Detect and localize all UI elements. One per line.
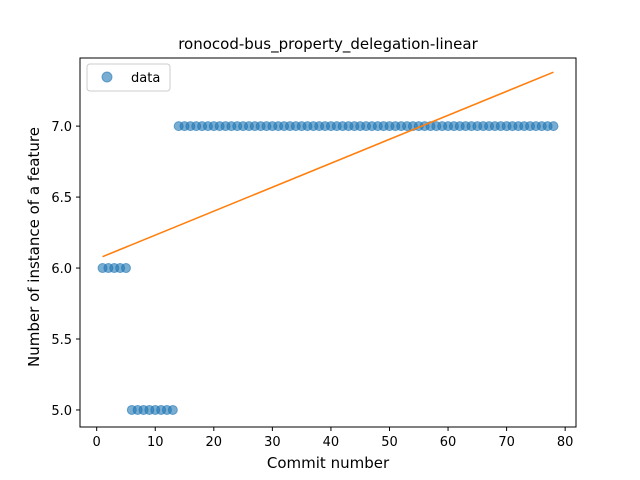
x-tick-label: 10 bbox=[147, 435, 164, 450]
axes-frame bbox=[79, 57, 577, 428]
x-tick-label: 70 bbox=[498, 435, 515, 450]
x-tick-label: 60 bbox=[440, 435, 457, 450]
y-tick-label: 6.0 bbox=[51, 262, 72, 277]
y-tick-label: 7.0 bbox=[51, 120, 72, 135]
plot-marks bbox=[97, 71, 559, 415]
x-tick-label: 0 bbox=[93, 435, 101, 450]
x-tick-label: 50 bbox=[381, 435, 398, 450]
x-tick-label: 20 bbox=[206, 435, 223, 450]
y-tick-label: 6.5 bbox=[51, 191, 72, 206]
legend-marker-data bbox=[101, 71, 113, 83]
y-tick-label: 5.5 bbox=[51, 333, 72, 348]
y-tick-label: 5.0 bbox=[51, 404, 72, 419]
fit-line bbox=[102, 71, 554, 258]
data-point bbox=[548, 121, 559, 132]
legend-label-data: data bbox=[131, 71, 160, 86]
x-tick-label: 40 bbox=[323, 435, 340, 450]
x-axis-ticks: 0 10 20 30 40 50 60 70 80 bbox=[93, 427, 574, 450]
x-tick-label: 80 bbox=[557, 435, 574, 450]
x-axis-label: Commit number bbox=[267, 454, 390, 472]
y-axis-label: Number of instance of a feature bbox=[25, 127, 43, 367]
x-tick-label: 30 bbox=[264, 435, 281, 450]
legend-box bbox=[86, 63, 171, 92]
chart-title: ronocod-bus_property_delegation-linear bbox=[178, 35, 478, 54]
legend: data bbox=[86, 63, 171, 92]
y-axis-ticks: 5.0 5.5 6.0 6.5 7.0 bbox=[51, 120, 80, 419]
data-point bbox=[167, 404, 178, 415]
data-point bbox=[120, 263, 131, 274]
